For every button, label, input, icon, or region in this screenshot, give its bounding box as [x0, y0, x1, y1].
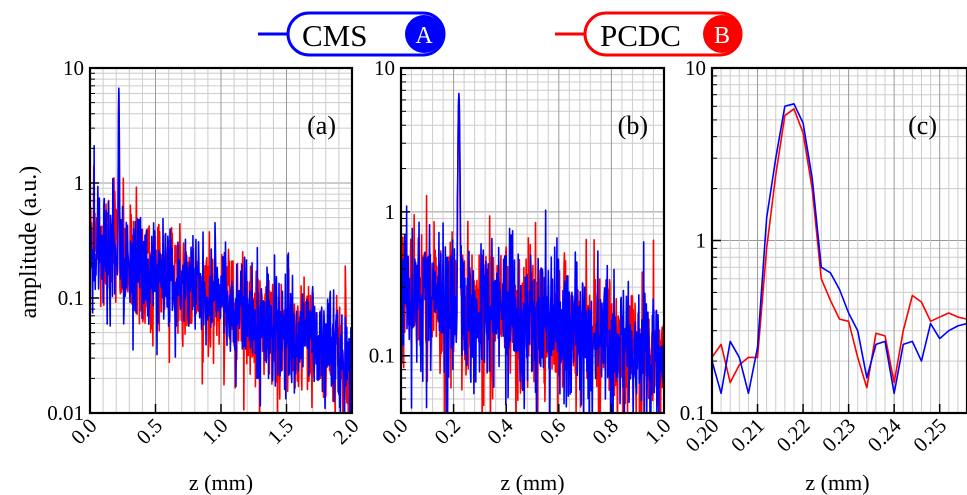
x-tick-label: 2.0 [328, 414, 364, 450]
grid [711, 67, 967, 414]
x-tick-label: 0.25 [908, 414, 951, 457]
y-tick-label: 0.1 [58, 286, 84, 310]
y-tick-label: 1 [696, 229, 707, 253]
x-tick-label: 0.24 [863, 413, 906, 456]
x-tick-label: 0.0 [377, 414, 413, 450]
y-tick-label: 10 [685, 56, 706, 80]
x-axis-label: z (mm) [805, 470, 869, 495]
series-group [90, 87, 352, 413]
x-tick-label: 0.6 [535, 414, 571, 450]
y-tick-label: 10 [374, 56, 395, 80]
legend-item-cms: CMS A [258, 11, 446, 57]
series-line-cms [90, 87, 352, 413]
series-line-cms [712, 103, 967, 395]
legend-label-cms: CMS [302, 18, 367, 53]
y-tick-label: 0.1 [680, 401, 706, 425]
panel-label: (a) [307, 111, 336, 140]
legend-pill-cms [286, 11, 446, 57]
x-axis-label: z (mm) [500, 470, 564, 495]
x-axis-label: z (mm) [189, 470, 253, 495]
legend: CMS A PCDC B [258, 11, 743, 57]
y-tick-label: 0.01 [47, 401, 84, 425]
legend-badge-text-pcdc: B [714, 23, 730, 49]
panel-label: (c) [908, 111, 937, 140]
x-tick-label: 0.22 [772, 414, 815, 457]
y-tick-label: 1 [74, 171, 85, 195]
plot-frame [399, 66, 666, 415]
legend-badge-pcdc [703, 15, 741, 53]
series-group [401, 92, 664, 413]
y-tick-label: 0.1 [369, 344, 395, 368]
y-tick-label: 10 [63, 56, 84, 80]
panel-label: (b) [618, 111, 648, 140]
x-tick-label: 0.8 [587, 414, 623, 450]
legend-item-pcdc: PCDC B [555, 11, 743, 57]
x-tick-label: 1.0 [640, 414, 676, 450]
x-tick-label: 0.2 [430, 414, 466, 450]
x-tick-label: 0.5 [132, 414, 168, 450]
y-axis-label: amplitude (a.u.) [16, 166, 42, 319]
x-tick-label: 0.4 [482, 413, 518, 449]
legend-label-pcdc: PCDC [600, 18, 681, 53]
x-tick-label: 0.23 [817, 414, 860, 457]
series-line-cms [401, 92, 664, 413]
series-line-pcdc [712, 108, 967, 389]
series-group [712, 103, 967, 395]
x-tick-label: 1.0 [197, 414, 233, 450]
y-tick-label: 1 [385, 200, 396, 224]
panel-b: 0.1 1 10 0.0 0.2 0.4 0.6 0.8 1.0 z (mm) (b) [369, 56, 676, 495]
x-tick-label: 0.21 [726, 414, 769, 457]
x-tick-label: 1.5 [263, 414, 299, 450]
legend-badge-text-cms: A [415, 23, 433, 49]
legend-badge-cms [405, 15, 443, 53]
